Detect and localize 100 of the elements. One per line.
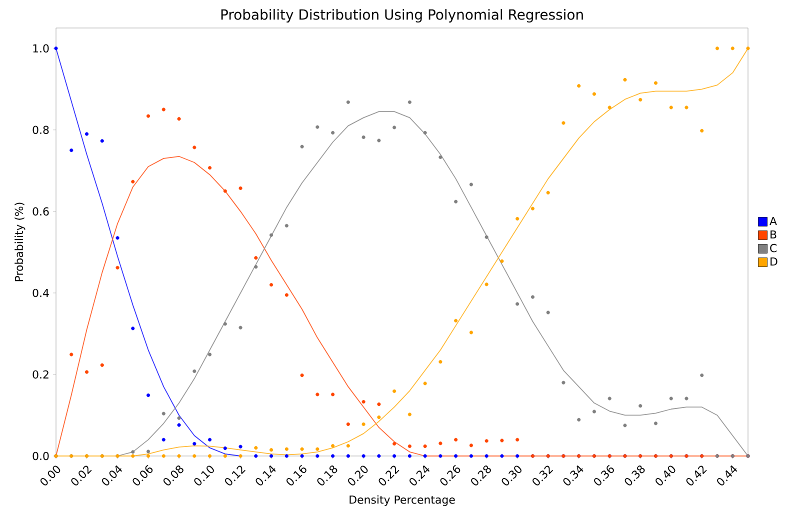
point — [562, 121, 566, 125]
point — [284, 454, 288, 458]
point — [146, 450, 150, 454]
point — [146, 393, 150, 398]
point — [192, 146, 196, 150]
point — [730, 46, 734, 50]
point — [162, 108, 166, 112]
point — [84, 370, 89, 374]
point — [346, 444, 350, 448]
point — [223, 322, 227, 326]
point — [500, 259, 504, 263]
point — [423, 382, 427, 386]
point — [131, 450, 135, 454]
point — [116, 236, 120, 240]
chart-title: Probability Distribution Using Polynomial Regression — [221, 9, 583, 22]
point — [484, 439, 488, 443]
point — [623, 424, 627, 428]
point — [715, 46, 720, 50]
point — [254, 454, 258, 458]
point — [469, 182, 473, 186]
point — [192, 454, 196, 458]
point — [316, 392, 320, 396]
point — [362, 454, 366, 458]
point — [362, 400, 366, 404]
point — [208, 166, 212, 170]
point — [84, 132, 89, 136]
point — [562, 380, 566, 384]
point — [623, 78, 627, 82]
point — [638, 404, 642, 408]
point — [238, 444, 242, 448]
point — [438, 155, 442, 160]
point — [516, 438, 520, 442]
point — [208, 352, 212, 356]
point — [177, 423, 181, 427]
point — [530, 295, 535, 299]
point — [454, 200, 458, 204]
point — [131, 180, 135, 184]
point — [638, 98, 642, 102]
point — [469, 444, 473, 448]
point — [300, 373, 304, 378]
point — [223, 189, 227, 193]
point — [254, 265, 258, 269]
point — [516, 216, 520, 221]
point — [377, 415, 381, 420]
point — [608, 396, 612, 400]
point — [500, 454, 504, 458]
point — [316, 454, 320, 458]
point — [377, 138, 381, 142]
point — [223, 446, 227, 450]
point — [746, 46, 750, 50]
point — [238, 186, 242, 190]
point — [254, 256, 258, 260]
point — [284, 224, 288, 228]
point — [408, 444, 412, 448]
point — [192, 442, 196, 446]
point — [331, 392, 335, 396]
point — [392, 442, 396, 446]
point — [70, 352, 74, 356]
point — [684, 106, 688, 110]
y-tick-label: 0.2 — [32, 370, 48, 379]
point — [208, 454, 212, 458]
point — [208, 438, 212, 442]
point — [484, 282, 488, 286]
legend-label: A — [770, 216, 777, 225]
point — [346, 454, 350, 458]
y-tick-label: 0.0 — [32, 452, 49, 460]
point — [700, 373, 704, 378]
point — [700, 128, 704, 133]
point — [70, 148, 74, 152]
point — [362, 422, 366, 426]
point — [316, 125, 320, 129]
point — [346, 422, 350, 426]
point — [362, 135, 366, 140]
point — [316, 447, 320, 451]
point — [408, 412, 412, 416]
point — [484, 454, 488, 458]
point — [546, 190, 550, 194]
point — [484, 235, 488, 239]
legend-label: C — [770, 244, 777, 252]
point — [577, 84, 581, 88]
point — [454, 438, 458, 442]
point — [423, 130, 427, 135]
y-tick-label: 0.4 — [32, 288, 49, 298]
point — [269, 283, 274, 287]
point — [300, 144, 304, 148]
point — [346, 100, 350, 104]
point — [162, 438, 166, 442]
point — [146, 454, 150, 458]
point — [177, 117, 181, 121]
point — [469, 330, 473, 334]
point — [177, 454, 181, 458]
point — [284, 293, 288, 297]
point — [469, 454, 473, 458]
point — [392, 389, 396, 393]
point — [254, 446, 258, 450]
point — [331, 444, 335, 448]
point — [223, 454, 227, 458]
point — [284, 447, 288, 451]
point — [238, 326, 242, 330]
point — [392, 126, 396, 130]
